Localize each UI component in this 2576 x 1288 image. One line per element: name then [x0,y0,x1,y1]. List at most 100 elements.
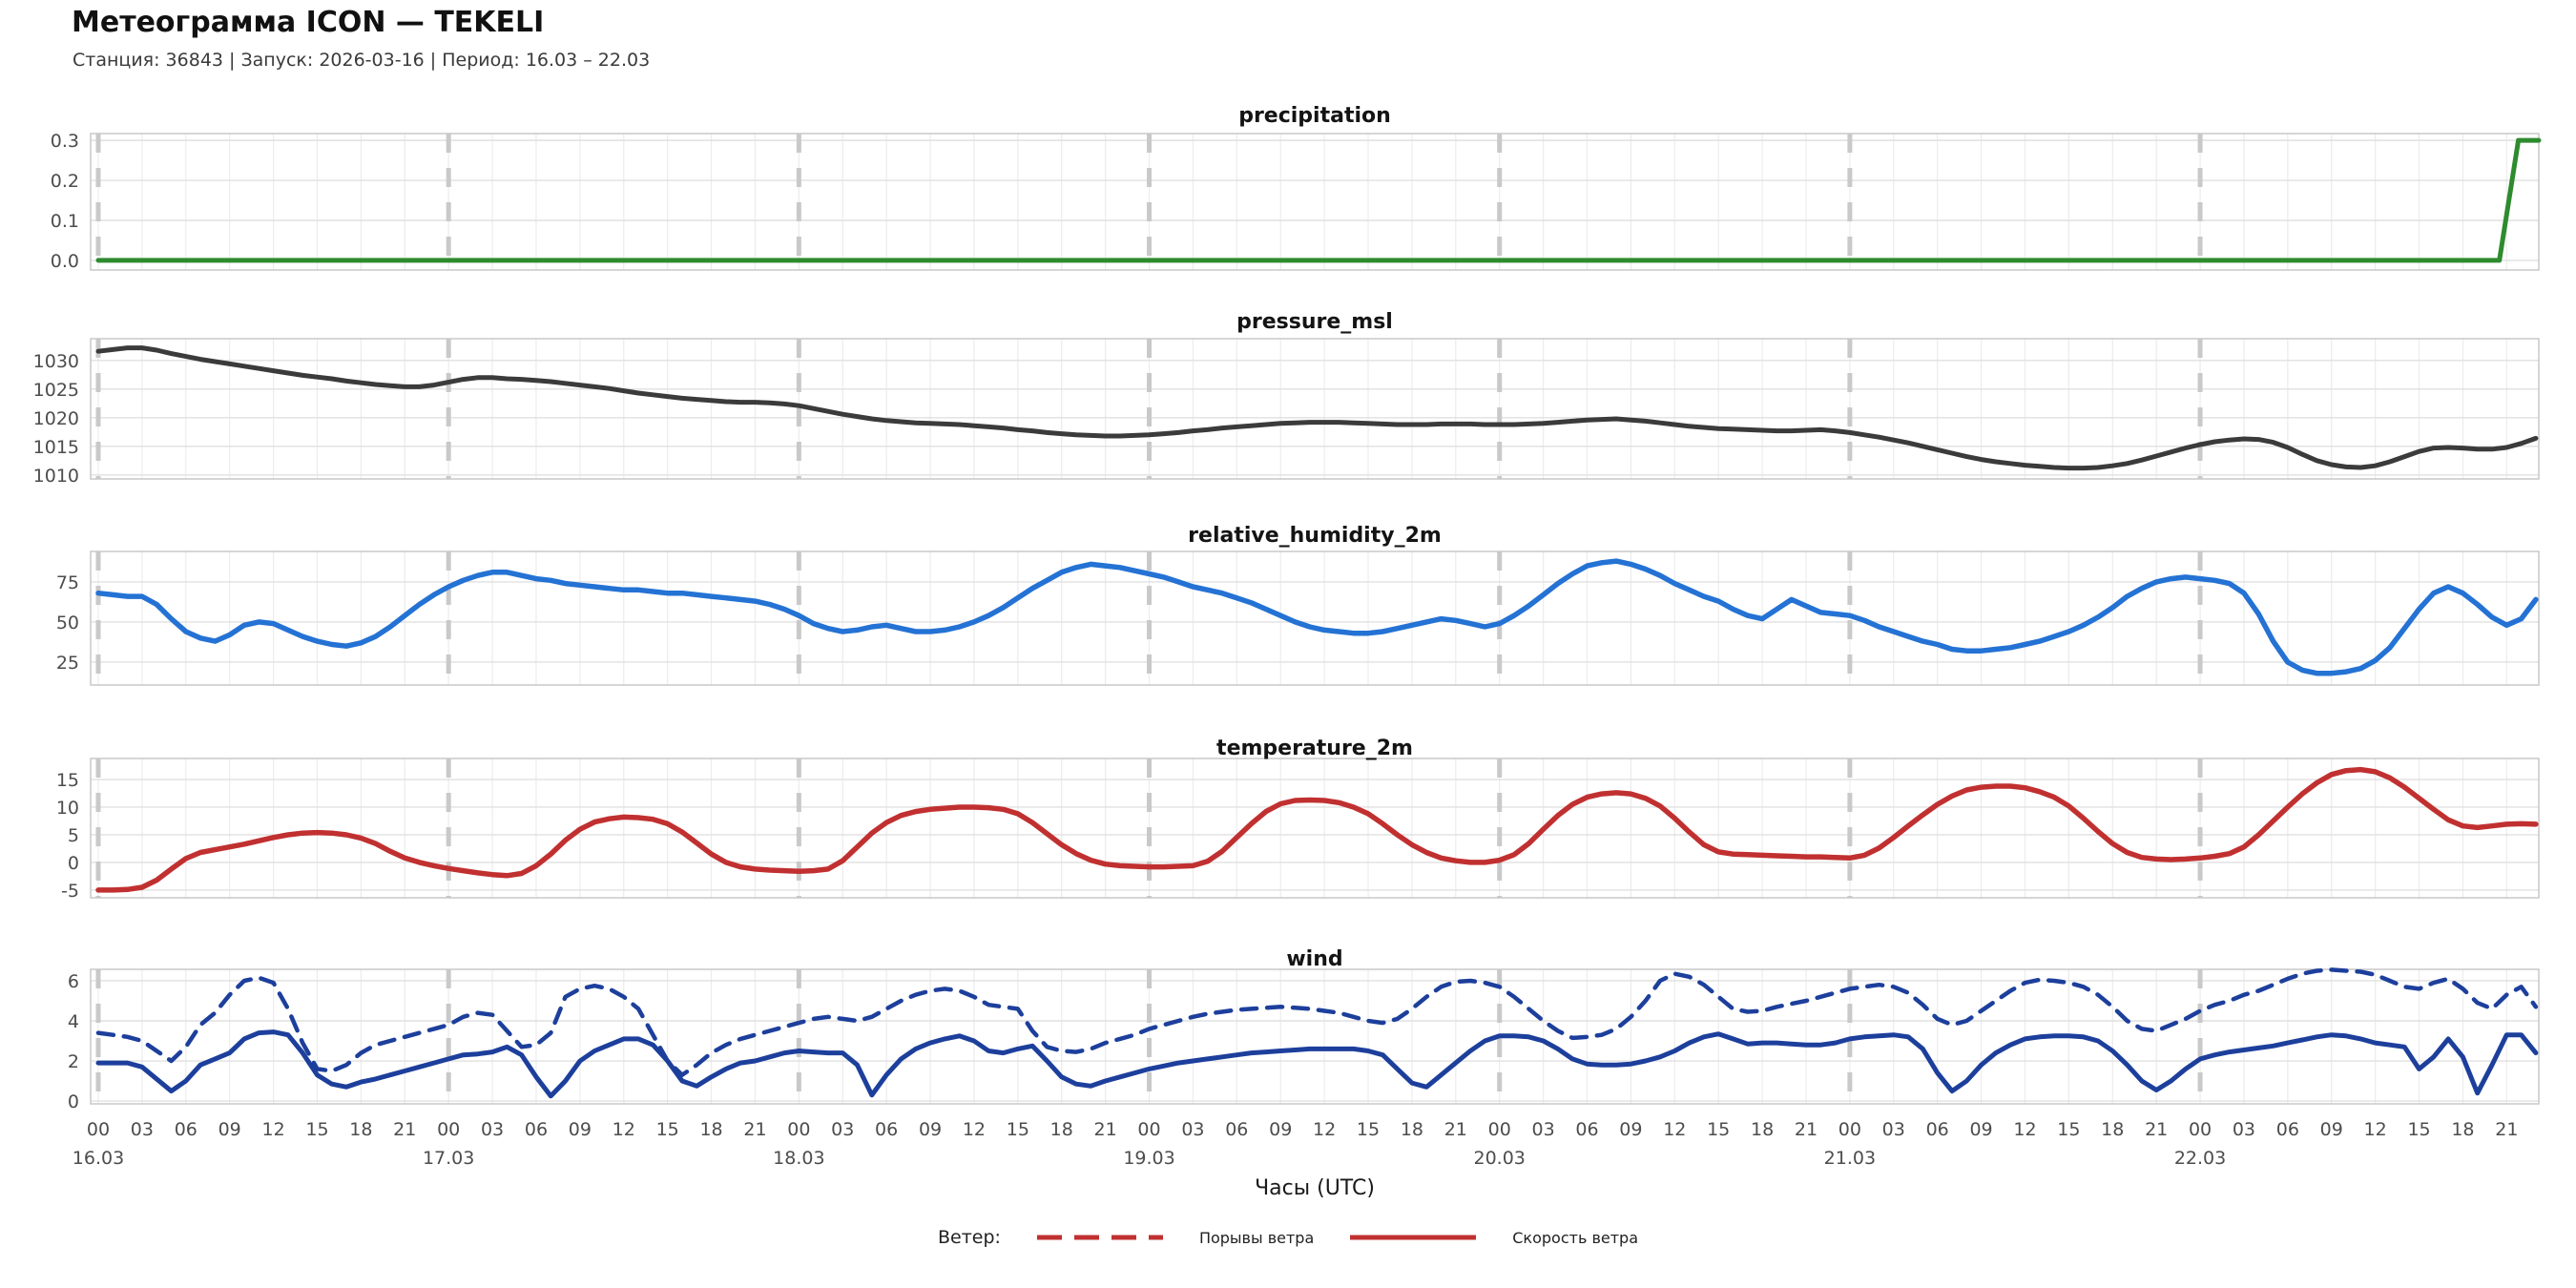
svg-text:16.03: 16.03 [73,1148,124,1169]
svg-text:03: 03 [1181,1119,1204,1140]
page-subtitle: Станция: 36843 | Запуск: 2026-03-16 | Пе… [73,50,651,71]
svg-text:Часы (UTC): Часы (UTC) [1255,1176,1375,1200]
legend-label-gusts: Порывы ветра [1198,1228,1315,1247]
svg-text:18: 18 [1751,1119,1774,1140]
svg-text:00: 00 [2189,1119,2212,1140]
wind-chart: 0 2 4 6 wind [68,947,2540,1109]
svg-text:21: 21 [1795,1119,1818,1140]
svg-text:17.03: 17.03 [423,1148,474,1169]
svg-text:06: 06 [2276,1119,2299,1140]
svg-text:15: 15 [2057,1119,2080,1140]
svg-text:21: 21 [393,1119,416,1140]
legend-prefix: Ветер: [937,1227,1001,1248]
svg-text:1020: 1020 [33,408,79,429]
svg-text:15: 15 [1707,1119,1730,1140]
gusts-line-swatch [1036,1235,1163,1240]
speed-line-swatch [1350,1235,1477,1240]
x-axis: 00 03 06 09 12 15 18 21 16.03 00 03 06 09 12 15 18 21 17.… [73,1119,2519,1200]
svg-text:00: 00 [1839,1119,1861,1140]
svg-text:22.03: 22.03 [2174,1148,2226,1169]
chart-title-humidity: relative_humidity_2m [1188,524,1442,548]
svg-text:18: 18 [349,1119,372,1140]
svg-text:1025: 1025 [33,380,79,401]
svg-text:12: 12 [261,1119,284,1140]
svg-text:6: 6 [68,971,79,992]
wind-legend: Ветер: Порывы ветра Скорость ветра [0,1227,2576,1248]
svg-text:21: 21 [1094,1119,1117,1140]
svg-text:03: 03 [131,1119,154,1140]
svg-text:09: 09 [1269,1119,1292,1140]
svg-text:03: 03 [481,1119,504,1140]
svg-text:18: 18 [1401,1119,1423,1140]
svg-text:12: 12 [2013,1119,2036,1140]
svg-text:21: 21 [743,1119,766,1140]
svg-text:00: 00 [1137,1119,1160,1140]
svg-text:09: 09 [218,1119,241,1140]
svg-text:12: 12 [1313,1119,1336,1140]
svg-text:21: 21 [1444,1119,1467,1140]
svg-text:06: 06 [175,1119,197,1140]
svg-text:09: 09 [1619,1119,1642,1140]
svg-text:18.03: 18.03 [773,1148,824,1169]
svg-text:0.2: 0.2 [51,171,79,192]
svg-text:75: 75 [56,572,79,593]
svg-text:18: 18 [2101,1119,2124,1140]
svg-text:21.03: 21.03 [1824,1148,1876,1169]
svg-text:09: 09 [919,1119,942,1140]
page-title: Метеограмма ICON — TEKELI [72,6,545,39]
svg-text:4: 4 [68,1011,79,1032]
svg-text:15: 15 [656,1119,679,1140]
svg-text:03: 03 [831,1119,854,1140]
svg-text:21: 21 [2495,1119,2518,1140]
svg-text:0.1: 0.1 [51,211,79,232]
chart-title-pressure: pressure_msl [1236,310,1393,334]
svg-text:12: 12 [963,1119,986,1140]
svg-text:25: 25 [56,653,79,674]
svg-text:19.03: 19.03 [1123,1148,1174,1169]
svg-text:-5: -5 [61,881,79,902]
svg-text:12: 12 [613,1119,635,1140]
svg-text:06: 06 [875,1119,898,1140]
svg-text:06: 06 [1575,1119,1598,1140]
svg-text:00: 00 [87,1119,110,1140]
svg-text:5: 5 [68,825,79,846]
svg-text:09: 09 [1969,1119,1992,1140]
svg-text:06: 06 [1225,1119,1248,1140]
svg-text:06: 06 [525,1119,548,1140]
svg-text:09: 09 [569,1119,592,1140]
svg-text:15: 15 [305,1119,328,1140]
svg-text:10: 10 [56,798,79,819]
svg-text:18: 18 [699,1119,722,1140]
precipitation-chart: 0.0 0.1 0.2 0.3 precipitation [51,104,2542,272]
temperature-chart: -5 0 5 10 15 temperature_2m [56,737,2540,902]
svg-text:0: 0 [68,853,79,874]
svg-text:00: 00 [787,1119,810,1140]
svg-text:21: 21 [2145,1119,2168,1140]
legend-label-speed: Скорость ветра [1512,1228,1639,1247]
svg-text:20.03: 20.03 [1474,1148,1526,1169]
svg-text:09: 09 [2320,1119,2343,1140]
svg-text:18: 18 [1050,1119,1073,1140]
svg-text:12: 12 [1663,1119,1686,1140]
svg-text:15: 15 [1007,1119,1029,1140]
pressure-chart: 1010 1015 1020 1025 1030 pressure_msl [33,310,2540,487]
humidity-chart: 25 50 75 relative_humidity_2m [56,524,2540,686]
svg-text:0.3: 0.3 [51,131,79,152]
svg-text:03: 03 [2233,1119,2255,1140]
svg-text:1010: 1010 [33,466,79,487]
svg-text:1015: 1015 [33,437,79,458]
svg-text:1030: 1030 [33,351,79,372]
svg-text:00: 00 [437,1119,460,1140]
svg-text:06: 06 [1926,1119,1949,1140]
svg-text:0: 0 [68,1091,79,1109]
svg-text:00: 00 [1488,1119,1511,1140]
svg-text:15: 15 [2407,1119,2430,1140]
chart-title-wind: wind [1286,947,1342,971]
svg-text:03: 03 [1532,1119,1555,1140]
svg-text:2: 2 [68,1051,79,1072]
chart-title-temperature: temperature_2m [1216,737,1413,760]
svg-text:0.0: 0.0 [51,251,79,272]
svg-text:03: 03 [1882,1119,1905,1140]
chart-title-precipitation: precipitation [1238,104,1391,128]
